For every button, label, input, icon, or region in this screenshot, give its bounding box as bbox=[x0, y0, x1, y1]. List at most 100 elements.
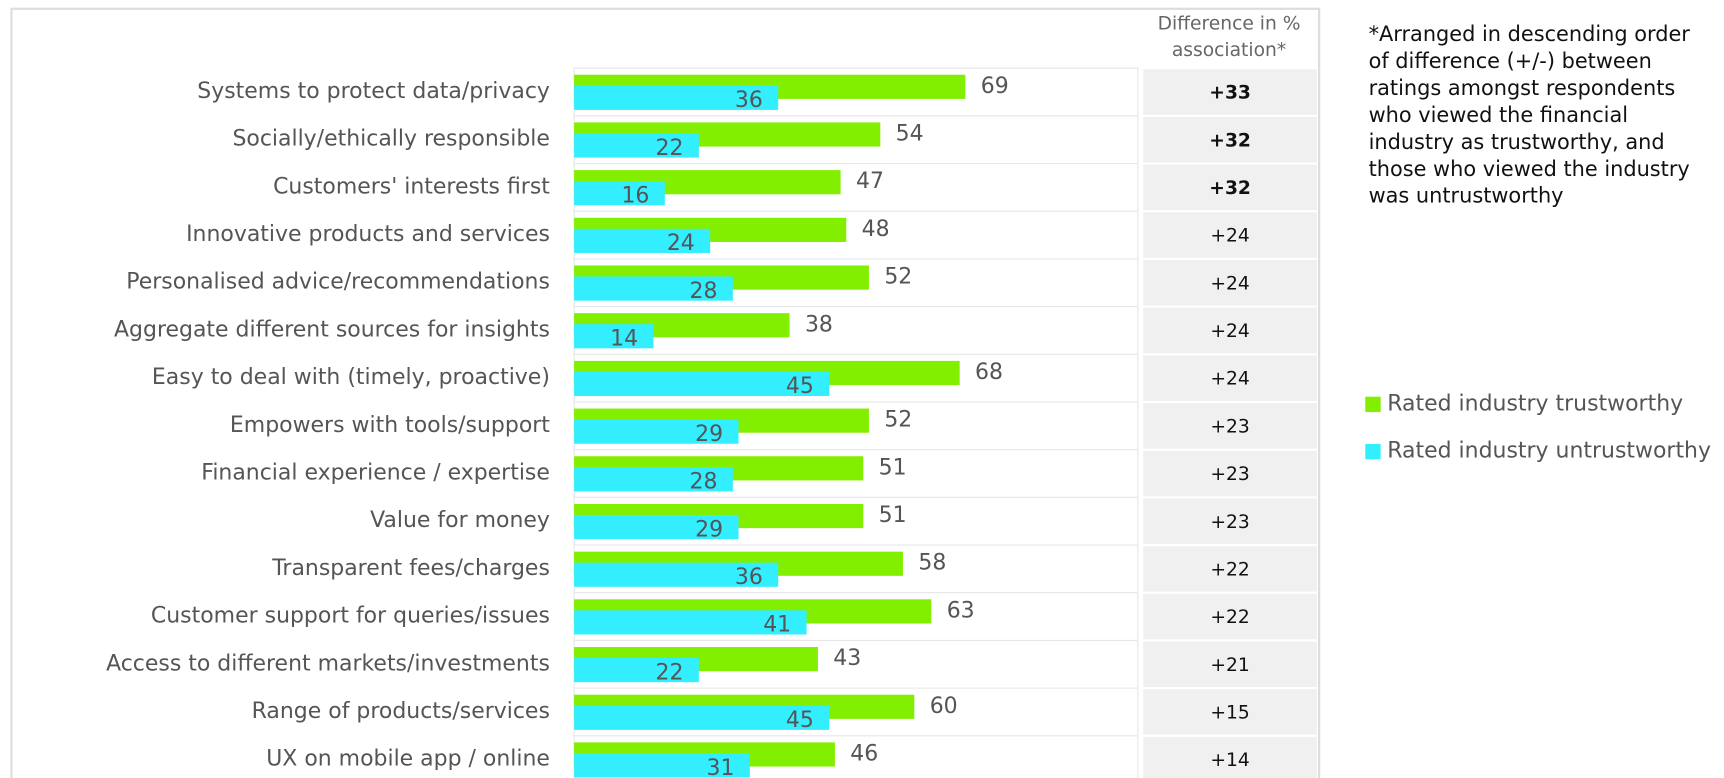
difference-cell bbox=[1143, 593, 1317, 640]
category-label: Transparent fees/charges bbox=[271, 556, 550, 581]
value-label: 29 bbox=[695, 517, 723, 542]
category-label: Customer support for queries/issues bbox=[151, 604, 550, 629]
note: was untrustworthy bbox=[1369, 184, 1564, 208]
note: who viewed the financial bbox=[1369, 103, 1628, 127]
bar bbox=[574, 753, 750, 778]
difference-label: +22 bbox=[1210, 559, 1249, 580]
category-label: Personalised advice/recommendations bbox=[126, 270, 550, 295]
note: of difference (+/-) between bbox=[1369, 49, 1652, 73]
difference-label: +23 bbox=[1210, 416, 1249, 437]
frame bbox=[10, 7, 1321, 778]
bar bbox=[574, 658, 699, 683]
difference-label: +32 bbox=[1209, 130, 1251, 151]
bar bbox=[574, 324, 654, 349]
value-label: 28 bbox=[690, 279, 718, 304]
difference-header: association* bbox=[1172, 40, 1286, 61]
category-label: Financial experience / expertise bbox=[201, 461, 550, 486]
difference-cell bbox=[1143, 403, 1317, 449]
value-label: 52 bbox=[884, 265, 912, 290]
value-label: 54 bbox=[896, 122, 924, 147]
value-label: 16 bbox=[621, 183, 649, 208]
note: those who viewed the industry bbox=[1369, 157, 1690, 181]
value-label: 28 bbox=[690, 470, 718, 495]
value-label: 22 bbox=[655, 136, 683, 161]
difference-cell bbox=[1143, 641, 1317, 688]
bar bbox=[574, 85, 779, 110]
value-label: 43 bbox=[833, 646, 861, 671]
legend-label: Rated industry untrustworthy bbox=[1387, 439, 1711, 464]
bar bbox=[574, 514, 739, 540]
value-label: 31 bbox=[707, 756, 735, 778]
difference-label: +32 bbox=[1209, 178, 1251, 199]
category-label: Value for money bbox=[370, 508, 550, 533]
difference-cell bbox=[1143, 307, 1317, 354]
difference-cell bbox=[1143, 689, 1317, 735]
legend-swatch bbox=[1365, 396, 1381, 413]
value-label: 47 bbox=[856, 169, 884, 194]
difference-cell bbox=[1143, 450, 1317, 497]
value-label: 24 bbox=[667, 231, 695, 256]
difference-cell bbox=[1143, 164, 1317, 211]
legend-swatch bbox=[1365, 443, 1381, 460]
value-label: 38 bbox=[805, 312, 833, 337]
category-label: Aggregate different sources for insights bbox=[114, 317, 550, 342]
difference-cell bbox=[1143, 546, 1317, 592]
category-label: Systems to protect data/privacy bbox=[197, 79, 550, 104]
category-label: Socially/ethically responsible bbox=[232, 127, 549, 152]
bar bbox=[574, 133, 699, 158]
value-label: 36 bbox=[735, 88, 763, 113]
bar bbox=[574, 276, 733, 301]
difference-label: +15 bbox=[1210, 703, 1249, 724]
note: ratings amongst respondents bbox=[1369, 76, 1676, 100]
bar bbox=[574, 705, 830, 730]
difference-label: +21 bbox=[1210, 655, 1249, 676]
bar bbox=[574, 610, 807, 635]
value-label: 51 bbox=[879, 455, 907, 480]
difference-cell bbox=[1143, 736, 1317, 778]
category-label: Customers' interests first bbox=[273, 174, 550, 199]
value-label: 36 bbox=[735, 565, 763, 590]
value-label: 45 bbox=[786, 374, 814, 399]
difference-header: Difference in % bbox=[1158, 14, 1301, 35]
bar bbox=[574, 467, 733, 492]
difference-cell bbox=[1143, 355, 1317, 401]
difference-cell bbox=[1143, 69, 1317, 115]
difference-label: +23 bbox=[1210, 512, 1249, 533]
value-label: 29 bbox=[695, 422, 723, 447]
value-label: 46 bbox=[850, 741, 878, 766]
value-label: 52 bbox=[884, 408, 912, 433]
value-label: 41 bbox=[763, 613, 791, 638]
note: *Arranged in descending order bbox=[1369, 22, 1691, 46]
bar bbox=[574, 181, 665, 206]
note: industry as trustworthy, and bbox=[1369, 130, 1665, 154]
value-label: 60 bbox=[930, 694, 958, 719]
difference-label: +22 bbox=[1210, 607, 1249, 628]
value-label: 63 bbox=[947, 598, 975, 623]
difference-label: +24 bbox=[1210, 273, 1249, 294]
category-label: UX on mobile app / online bbox=[266, 747, 550, 772]
difference-cell bbox=[1143, 212, 1317, 258]
bar bbox=[574, 562, 779, 587]
bar bbox=[574, 228, 711, 253]
category-label: Range of products/services bbox=[252, 699, 550, 724]
difference-label: +24 bbox=[1210, 321, 1249, 342]
value-label: 48 bbox=[862, 217, 890, 242]
difference-label: +24 bbox=[1210, 226, 1249, 247]
difference-cell bbox=[1143, 498, 1317, 544]
difference-label: +23 bbox=[1210, 464, 1249, 485]
bar bbox=[574, 371, 830, 397]
value-label: 58 bbox=[918, 551, 946, 576]
difference-cell bbox=[1143, 116, 1317, 163]
value-label: 45 bbox=[786, 708, 814, 733]
category-label: Empowers with tools/support bbox=[230, 413, 550, 438]
difference-label: +14 bbox=[1210, 750, 1249, 771]
category-label: Access to different markets/investments bbox=[106, 651, 550, 676]
value-label: 22 bbox=[655, 660, 683, 685]
value-label: 69 bbox=[981, 74, 1009, 99]
difference-label: +24 bbox=[1210, 369, 1249, 390]
legend-label: Rated industry trustworthy bbox=[1387, 391, 1683, 416]
difference-cell bbox=[1143, 259, 1317, 306]
value-label: 51 bbox=[879, 503, 907, 528]
category-label: Easy to deal with (timely, proactive) bbox=[152, 365, 550, 390]
